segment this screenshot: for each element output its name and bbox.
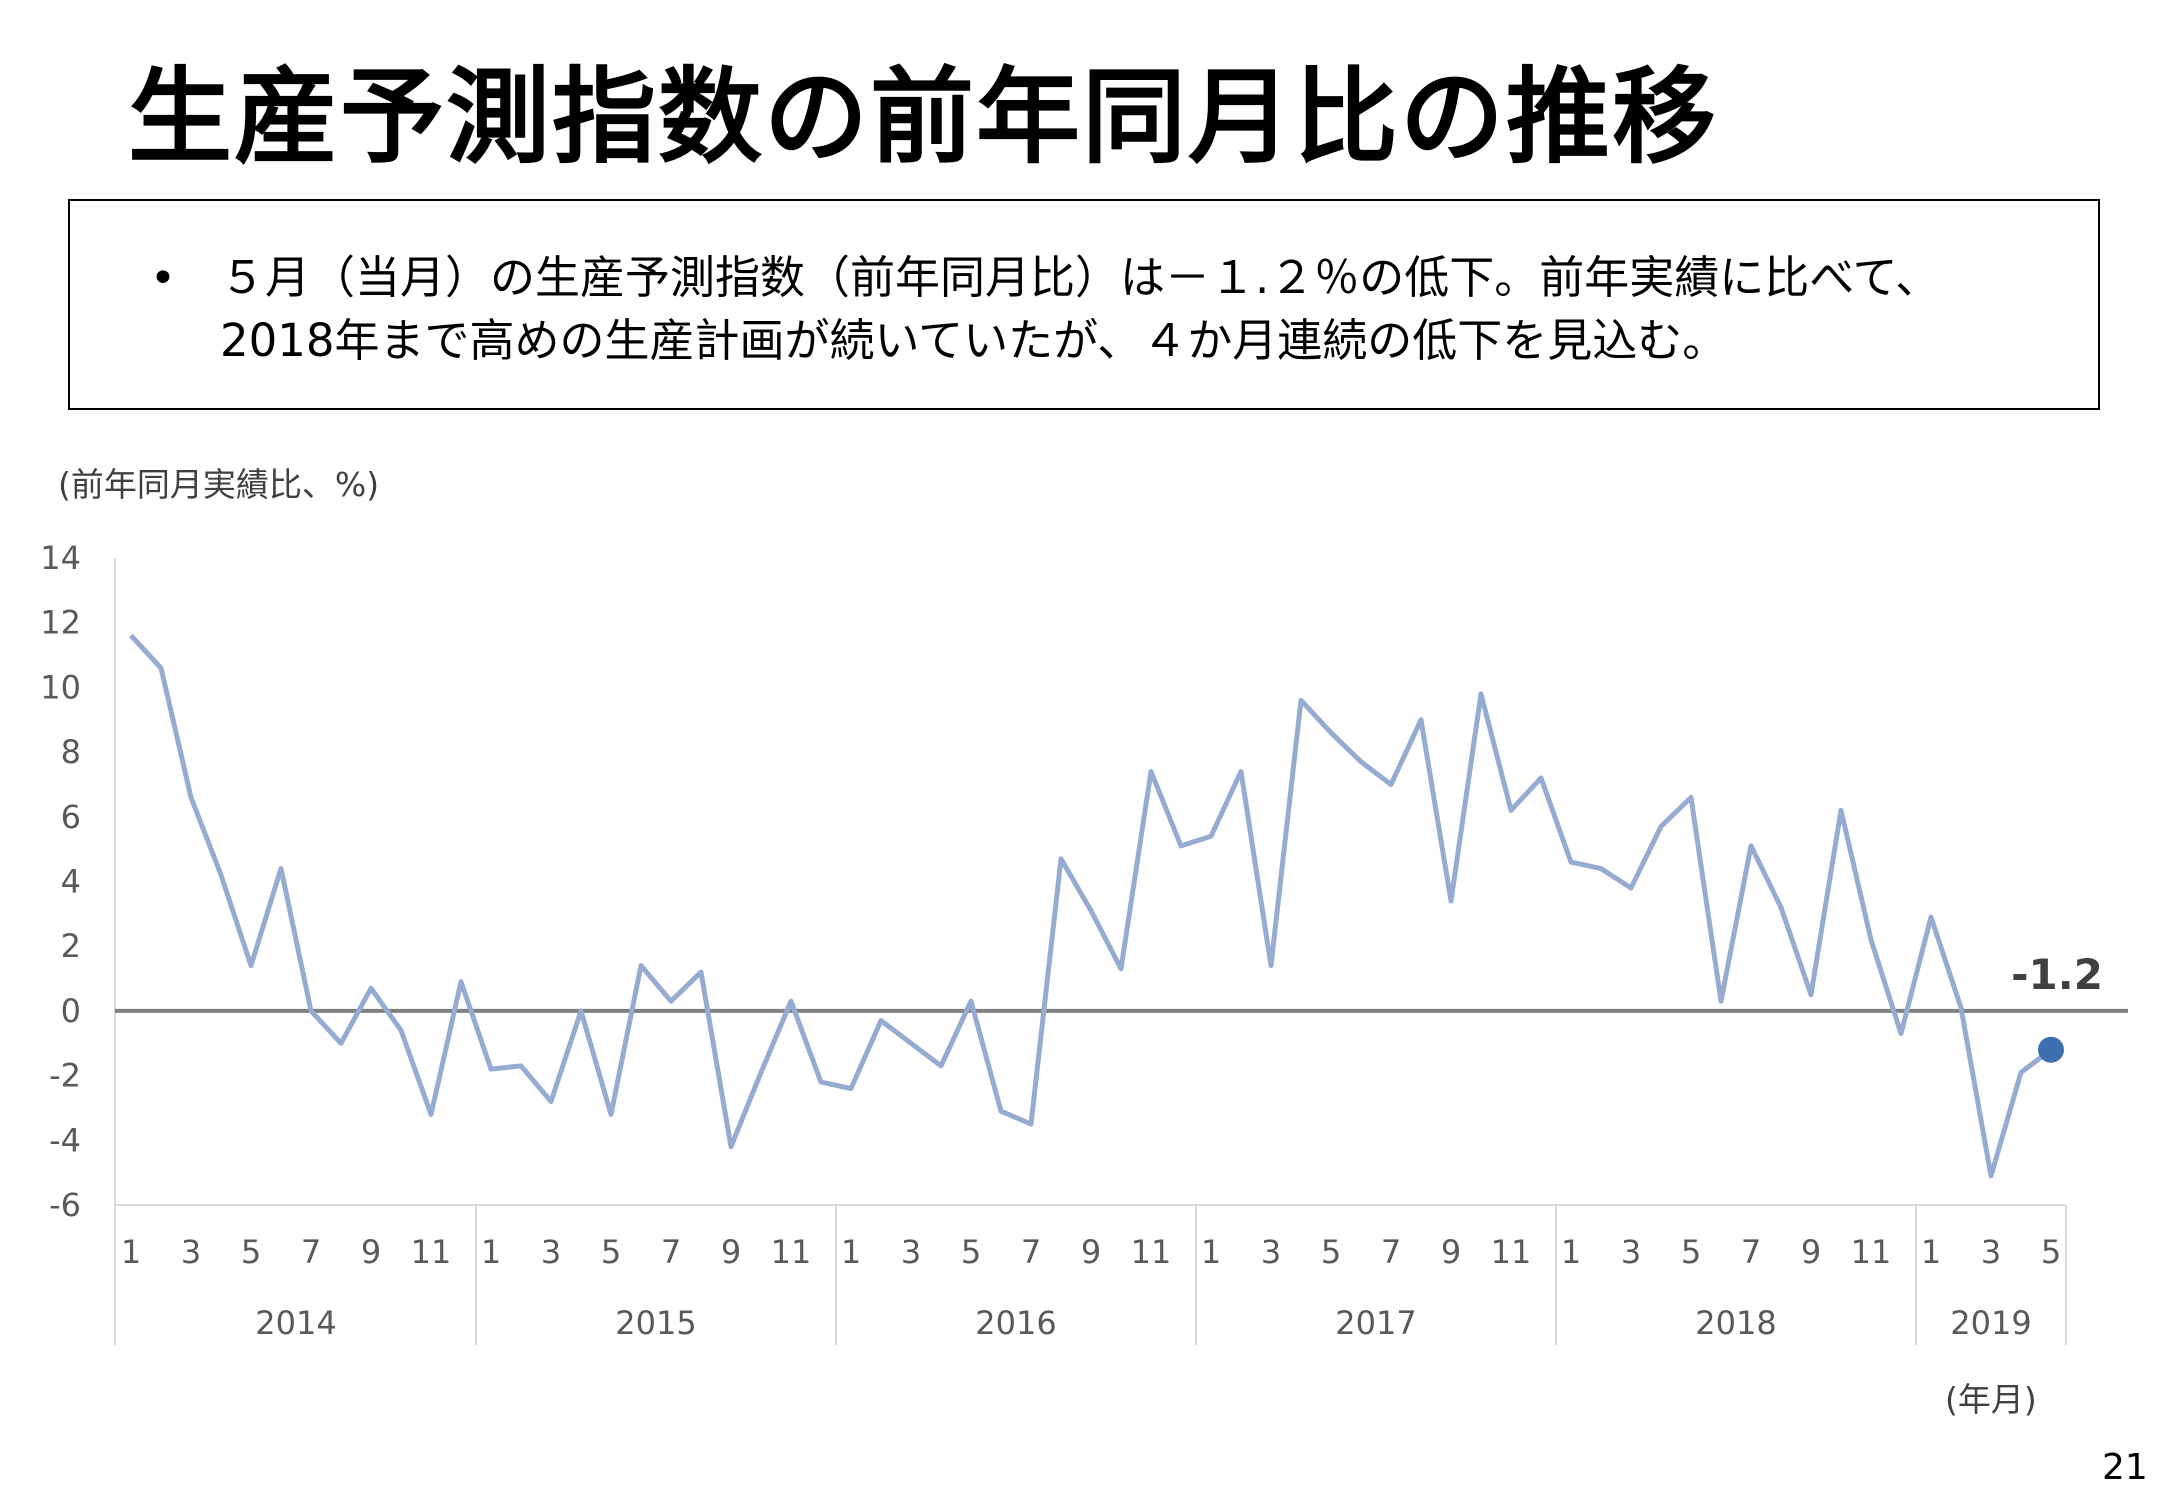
x-tick-label: 7 [1381,1233,1401,1271]
y-tick-label: 10 [40,668,81,706]
x-tick-label: 1 [121,1233,141,1271]
last-point-marker [2038,1036,2064,1063]
x-tick-label: 3 [1981,1233,2001,1271]
year-label: 2016 [975,1304,1056,1342]
x-tick-label: 3 [181,1233,201,1271]
x-tick-label: 3 [901,1233,921,1271]
x-tick-label: 9 [1801,1233,1821,1271]
x-tick-label: 5 [1321,1233,1341,1271]
year-label: 2014 [255,1304,336,1342]
x-tick-label: 5 [1681,1233,1701,1271]
x-tick-label: 11 [771,1233,812,1271]
x-tick-label: 5 [241,1233,261,1271]
y-tick-label: 12 [40,604,81,642]
year-label: 2017 [1335,1304,1416,1342]
x-axis-label: (年月) [1945,1380,2037,1419]
x-tick-label: 5 [2041,1233,2061,1271]
y-tick-label: 4 [61,863,81,901]
x-tick-label: 1 [1921,1233,1941,1271]
year-label: 2015 [615,1304,696,1342]
y-tick-label: 8 [61,733,81,771]
x-tick-label: 7 [301,1233,321,1271]
data-label: -1.2 [2011,950,2103,999]
x-tick-label: 5 [601,1233,621,1271]
page-number: 21 [2102,1447,2148,1488]
y-tick-label: 0 [61,992,81,1030]
y-axis-label: (前年同月実績比、%) [58,465,380,504]
y-tick-label: 6 [61,798,81,836]
x-tick-label: 11 [1131,1233,1172,1271]
x-tick-label: 1 [841,1233,861,1271]
year-label: 2018 [1695,1304,1776,1342]
x-tick-label: 7 [1741,1233,1761,1271]
x-tick-label: 7 [661,1233,681,1271]
y-tick-label: -6 [49,1186,81,1224]
x-tick-label: 9 [721,1233,741,1271]
bullet-icon: • [150,253,176,304]
x-tick-label: 9 [1441,1233,1461,1271]
summary-text-line-2: 2018年まで高めの生産計画が続いていたが、４か月連続の低下を見込む。 [220,314,1728,367]
x-tick-label: 5 [961,1233,981,1271]
y-tick-label: -4 [49,1121,81,1159]
x-tick-label: 7 [1021,1233,1041,1271]
summary-text-line-1: ５月（当月）の生産予測指数（前年同月比）は－１.２％の低下。前年実績に比べて、 [220,251,1941,304]
x-tick-label: 3 [541,1233,561,1271]
x-tick-label: 9 [1081,1233,1101,1271]
x-tick-label: 11 [1851,1233,1892,1271]
x-tick-label: 3 [1261,1233,1281,1271]
page-title: 生産予測指数の前年同月比の推移 [128,56,1719,178]
x-tick-label: 1 [1201,1233,1221,1271]
x-tick-label: 11 [1491,1233,1532,1271]
y-tick-label: 14 [40,539,81,577]
summary-box: • ５月（当月）の生産予測指数（前年同月比）は－１.２％の低下。前年実績に比べて… [68,199,2100,410]
y-tick-label: 2 [61,927,81,965]
x-tick-label: 9 [361,1233,381,1271]
x-tick-label: 1 [1561,1233,1581,1271]
year-label: 2019 [1950,1304,2031,1342]
x-tick-label: 1 [481,1233,501,1271]
x-tick-label: 3 [1621,1233,1641,1271]
series-line [129,633,2053,1179]
y-tick-label: -2 [49,1057,81,1095]
x-tick-label: 11 [411,1233,452,1271]
